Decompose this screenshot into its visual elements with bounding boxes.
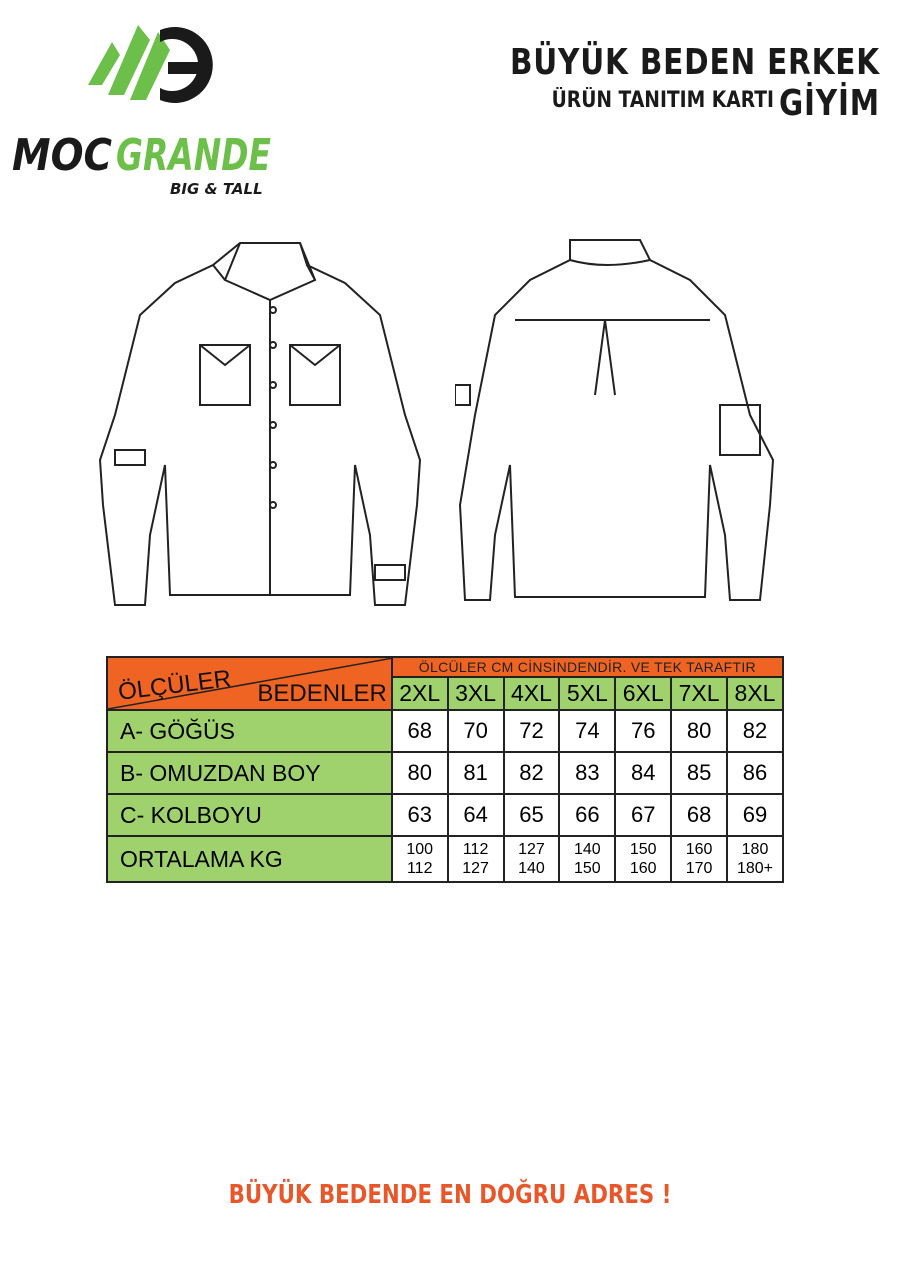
table-corner-header: ÖLÇÜLER BEDENLER (106, 656, 393, 711)
measurement-cell: 86 (726, 751, 784, 795)
measurement-cell: 74 (558, 709, 617, 753)
weight-max: 112 (406, 860, 433, 877)
measurement-cell: 64 (446, 793, 505, 837)
size-header: 7XL (670, 676, 729, 711)
weight-max: 170 (685, 860, 713, 877)
measurement-cell: 68 (390, 709, 449, 753)
row-label: ORTALAMA KG (106, 835, 393, 883)
brand-logo: MOC GRANDE BIG & TALL (12, 25, 271, 198)
size-header: 6XL (614, 676, 673, 711)
svg-text:GRANDE: GRANDE (116, 130, 271, 181)
size-chart: ÖLÇÜLER BEDENLER ÖLCÜLER CM CİNSİNDENDİR… (106, 655, 785, 883)
measurement-cell: 82 (726, 709, 784, 753)
weight-max: 140 (518, 860, 545, 877)
measurement-cell: 81 (446, 751, 505, 795)
weight-range-cell: 180 180+ (726, 835, 784, 883)
weight-min: 160 (685, 841, 713, 858)
table-row: C- KOLBOYU 63 64 65 66 67 68 69 (106, 793, 784, 837)
table-row: A- GÖĞÜS 68 70 72 74 76 80 82 (106, 709, 784, 753)
measurement-cell: 69 (726, 793, 784, 837)
measurement-cell: 63 (390, 793, 449, 837)
size-header: 8XL (726, 676, 784, 711)
weight-range-cell: 140 150 (558, 835, 617, 883)
page-subtitle: ÜRÜN TANITIM KARTI (551, 88, 774, 113)
measurement-cell: 80 (390, 751, 449, 795)
weight-range-cell: 112 127 (446, 835, 505, 883)
size-header: 5XL (558, 676, 617, 711)
footer-slogan: BÜYÜK BEDENDE EN DOĞRU ADRES ! (228, 1180, 672, 1210)
table-row: B- OMUZDAN BOY 80 81 82 83 84 85 86 (106, 751, 784, 795)
size-header: 3XL (446, 676, 505, 711)
measurement-cell: 68 (670, 793, 729, 837)
weight-min: 100 (406, 841, 434, 858)
size-header: 4XL (502, 676, 561, 711)
row-label: A- GÖĞÜS (106, 709, 393, 753)
weight-range-cell: 150 160 (614, 835, 673, 883)
sizes-label: BEDENLER (257, 680, 387, 707)
measurement-cell: 80 (670, 709, 729, 753)
weight-min: 150 (629, 841, 657, 858)
measurement-cell: 85 (670, 751, 729, 795)
measurement-cell: 70 (446, 709, 505, 753)
weight-max: 160 (629, 860, 657, 877)
svg-text:BIG & TALL: BIG & TALL (170, 180, 263, 198)
page-title: BÜYÜK BEDEN ERKEK GİYİM (509, 42, 880, 124)
row-label: B- OMUZDAN BOY (106, 751, 393, 795)
weight-min: 180 (741, 841, 769, 858)
measurement-cell: 82 (502, 751, 561, 795)
diagonal-divider (108, 658, 393, 709)
row-label: C- KOLBOYU (106, 793, 393, 837)
weight-max: 180+ (736, 860, 774, 877)
measurement-cell: 84 (614, 751, 673, 795)
shirt-front-illustration (98, 242, 422, 606)
units-note: ÖLCÜLER CM CİNSİNDENDİR. VE TEK TARAFTIR (390, 655, 785, 679)
measurement-cell: 83 (558, 751, 617, 795)
weight-max: 150 (573, 860, 601, 877)
measurement-cell: 76 (614, 709, 673, 753)
weight-range-cell: 100 112 (390, 835, 449, 883)
weight-range-cell: 160 170 (670, 835, 729, 883)
table-row: ORTALAMA KG 100 112 112 127 127 140 140 150 150 16… (106, 835, 784, 883)
measurement-cell: 67 (614, 793, 673, 837)
shirt-back-illustration (455, 239, 775, 601)
size-header: 2XL (390, 676, 449, 711)
weight-max: 127 (462, 860, 489, 877)
measurement-cell: 66 (558, 793, 617, 837)
weight-range-cell: 127 140 (502, 835, 561, 883)
weight-min: 127 (518, 841, 545, 858)
weight-min: 140 (573, 841, 601, 858)
weight-min: 112 (462, 841, 489, 858)
measurement-cell: 65 (502, 793, 561, 837)
measurement-cell: 72 (502, 709, 561, 753)
svg-text:MOC: MOC (12, 130, 112, 181)
